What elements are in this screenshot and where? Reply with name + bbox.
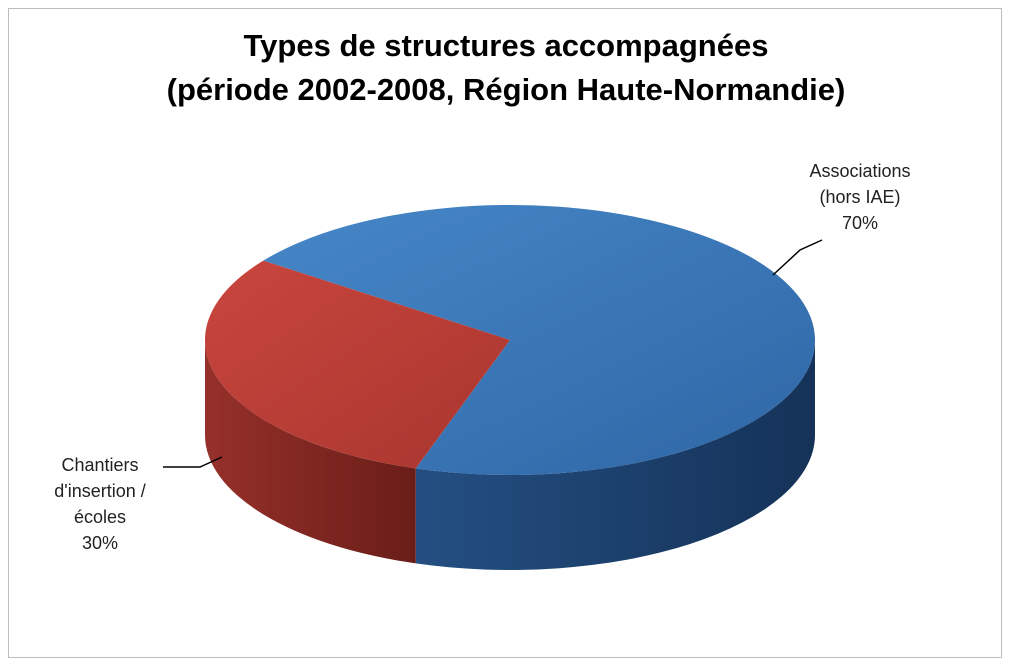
category-label: Chantiers d'insertion / écoles — [54, 455, 146, 527]
category-label: Associations (hors IAE) — [809, 161, 911, 207]
slice-side — [415, 340, 815, 570]
data-label: Associations (hors IAE) 70% — [798, 158, 922, 236]
slice-top — [204, 260, 510, 469]
slice-top — [263, 204, 815, 475]
chart-title: Types de structures accompagnées — [243, 28, 769, 63]
value-label: 70% — [841, 213, 879, 233]
value-label: 30% — [81, 533, 119, 553]
pie-slice — [204, 260, 510, 564]
pie-slice — [263, 204, 815, 570]
leader-line — [772, 239, 823, 276]
slice-side — [205, 340, 416, 564]
leader-line — [163, 456, 223, 468]
data-label: Chantiers d'insertion / écoles 30% — [38, 452, 162, 556]
chart-title: (période 2002-2008, Région Haute-Normand… — [166, 72, 846, 107]
